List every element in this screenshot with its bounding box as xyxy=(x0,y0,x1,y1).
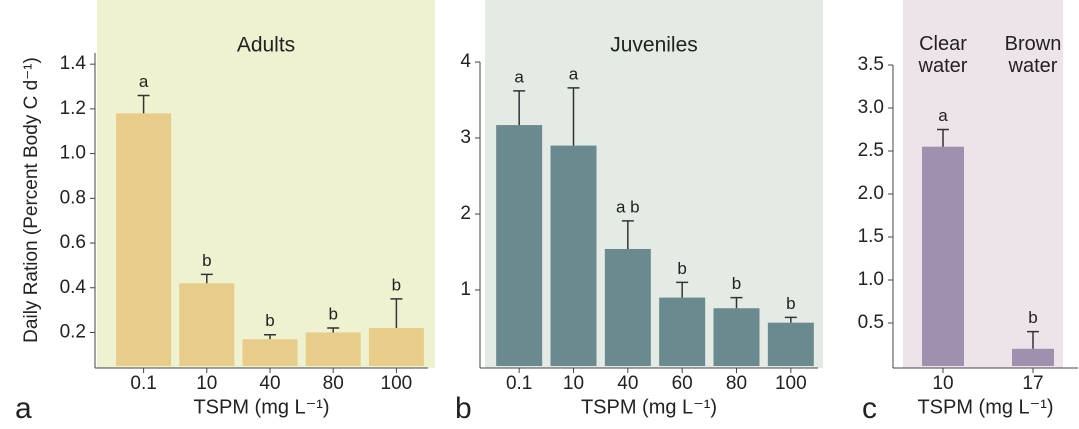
bar xyxy=(713,308,760,366)
y-tick-label: 2.0 xyxy=(858,183,884,204)
error-bar xyxy=(676,281,689,298)
panel-letter: a xyxy=(15,392,32,425)
x-tick-label: 80 xyxy=(726,373,747,394)
error-bar xyxy=(200,273,213,284)
group-label-line: water xyxy=(1008,55,1058,77)
x-tick-label: 0.1 xyxy=(506,373,532,394)
bar xyxy=(604,248,651,366)
group-label-line: Brown xyxy=(1005,33,1062,55)
y-tick-label: 3.0 xyxy=(858,97,884,118)
x-tick-label: 40 xyxy=(617,373,638,394)
y-tick-label: 2 xyxy=(460,203,471,224)
x-tick-label: 100 xyxy=(381,373,413,394)
y-tick-label: 0.6 xyxy=(60,232,86,253)
y-tick-label: 1.0 xyxy=(60,143,86,164)
x-tick-label: 100 xyxy=(775,373,807,394)
significance-label: a xyxy=(514,67,524,86)
bar xyxy=(305,332,361,366)
panel-letter: b xyxy=(455,392,472,425)
group-label-line: water xyxy=(918,55,968,77)
y-tick-label: 1.5 xyxy=(858,226,884,247)
y-tick-label: 1.4 xyxy=(60,53,87,74)
x-tick-label: 17 xyxy=(1022,373,1043,394)
error-bar xyxy=(730,296,743,309)
significance-label: a xyxy=(938,106,948,125)
y-tick-label: 3.5 xyxy=(858,54,884,75)
significance-label: b xyxy=(786,294,795,313)
y-tick-label: 1.2 xyxy=(60,98,86,119)
x-tick-label: 0.1 xyxy=(130,373,156,394)
bar xyxy=(179,283,235,366)
x-axis-label: TSPM (mg L⁻¹) xyxy=(193,396,329,418)
error-bar xyxy=(264,333,276,340)
panel-letter: c xyxy=(862,392,877,425)
group-label: Clear water xyxy=(918,33,968,77)
x-tick-label: 60 xyxy=(672,373,693,394)
y-tick-label: 3 xyxy=(460,127,471,148)
error-bar xyxy=(621,220,634,249)
y-tick-label: 1 xyxy=(460,279,471,300)
y-tick-label: 0.5 xyxy=(858,312,884,333)
y-tick-label: 0.2 xyxy=(60,321,86,342)
y-tick-label: 0.8 xyxy=(60,187,86,208)
bar xyxy=(922,146,964,366)
y-tick-label: 4 xyxy=(460,51,471,72)
x-tick-label: 10 xyxy=(196,373,217,394)
group-label: Brown water xyxy=(1005,33,1062,77)
error-bar xyxy=(937,128,949,147)
y-tick-label: 1.0 xyxy=(858,269,884,290)
error-bar xyxy=(784,316,797,323)
bar xyxy=(116,113,172,366)
bar xyxy=(496,125,543,366)
bar xyxy=(242,339,298,366)
error-bar xyxy=(327,327,340,333)
significance-label: b xyxy=(328,304,337,323)
significance-label: b xyxy=(392,275,401,294)
group-label-line: Clear xyxy=(919,33,967,55)
significance-label: a xyxy=(569,64,579,83)
significance-label: b xyxy=(677,259,686,278)
y-tick-label: 2.5 xyxy=(858,140,884,161)
error-bar xyxy=(1027,330,1039,349)
bar xyxy=(767,322,814,366)
x-tick-label: 10 xyxy=(932,373,953,394)
bar xyxy=(550,145,597,366)
error-bar xyxy=(567,87,580,146)
error-bar xyxy=(137,94,150,114)
bar xyxy=(368,327,424,366)
bar xyxy=(659,297,706,366)
error-bar xyxy=(513,90,526,126)
x-tick-label: 80 xyxy=(323,373,344,394)
error-bar xyxy=(390,298,403,328)
x-tick-label: 10 xyxy=(563,373,584,394)
bar xyxy=(1012,348,1054,366)
y-tick-label: 0.4 xyxy=(60,277,87,298)
y-axis-label: Daily Ration (Percent Body C d⁻¹) xyxy=(21,57,42,343)
significance-label: b xyxy=(1028,308,1037,327)
x-axis-label: TSPM (mg L⁻¹) xyxy=(917,396,1053,418)
significance-label: b xyxy=(202,251,211,270)
panel-title: Adults xyxy=(237,34,295,57)
panel-title: Juveniles xyxy=(610,34,698,57)
x-axis-label: TSPM (mg L⁻¹) xyxy=(581,396,717,418)
significance-label: a xyxy=(139,72,149,91)
significance-label: b xyxy=(732,274,741,293)
x-tick-label: 40 xyxy=(259,373,280,394)
significance-label: b xyxy=(265,311,274,330)
significance-label: a b xyxy=(616,197,640,216)
